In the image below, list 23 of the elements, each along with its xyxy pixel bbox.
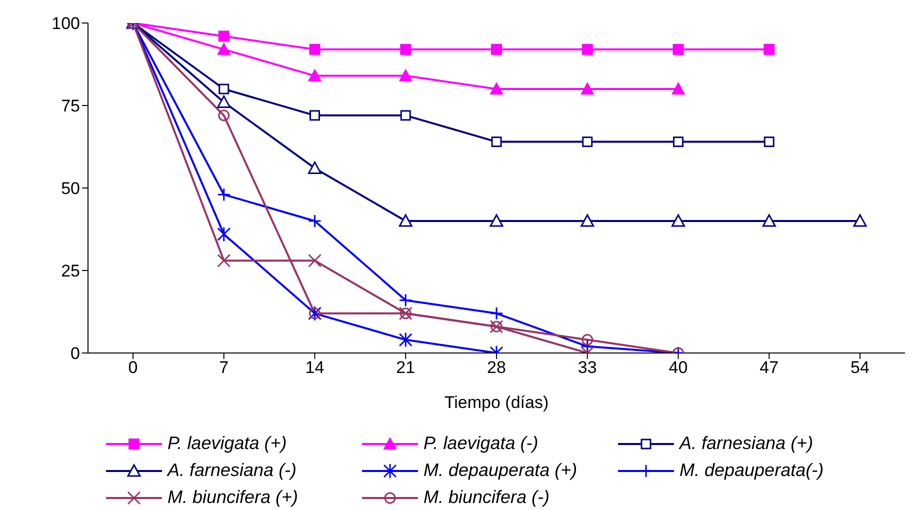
- legend-label: M. depauperata (+): [424, 460, 578, 481]
- legend-label: M. depauperata(-): [680, 460, 824, 481]
- x-tick-label: 7: [219, 358, 229, 378]
- x-tick-label: 47: [760, 358, 779, 378]
- x-tick-label: 40: [668, 358, 688, 378]
- y-tick-label: 100: [52, 14, 80, 34]
- x-tick-label: 21: [396, 358, 416, 378]
- x-tick-label: 33: [578, 358, 597, 378]
- x-tick-label: 0: [128, 358, 138, 378]
- y-tick-label: 50: [61, 179, 80, 198]
- y-tick-label: 25: [61, 262, 80, 281]
- legend-label: A. farnesiana (+): [680, 433, 814, 454]
- legend-label: P. laevigata (+): [168, 433, 287, 454]
- y-tick-label: 0: [70, 344, 80, 364]
- x-tick-label: 14: [305, 358, 324, 378]
- x-tick-label: 54: [850, 358, 870, 378]
- x-axis-title: Tiempo (días): [444, 393, 549, 412]
- legend-label: M. biuncifera (-): [424, 487, 550, 508]
- legend-label: M. biuncifera (+): [168, 487, 298, 508]
- legend-label: P. laevigata (-): [424, 433, 538, 454]
- y-tick-label: 75: [61, 96, 80, 116]
- legend-label: A. farnesiana (-): [168, 460, 297, 481]
- x-tick-label: 28: [487, 358, 506, 378]
